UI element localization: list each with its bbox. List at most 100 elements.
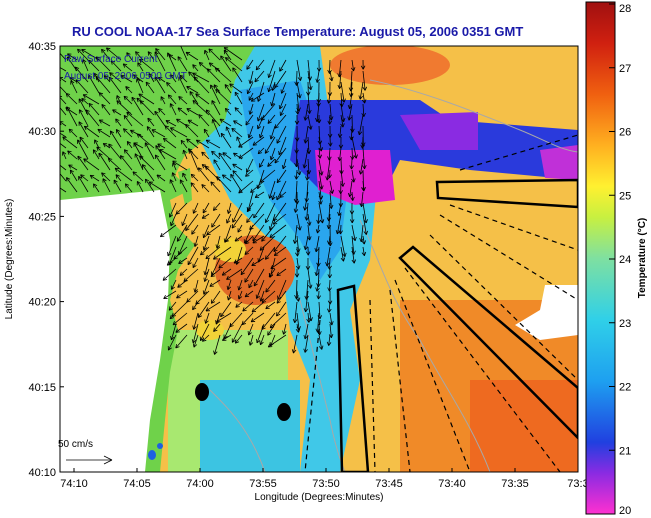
current-vector <box>221 268 232 276</box>
sst-cold-patch-far <box>540 145 578 180</box>
current-vector <box>246 213 254 223</box>
current-vector <box>202 334 210 342</box>
bathymetry-contour-b <box>359 219 491 472</box>
current-vector <box>132 171 144 182</box>
current-vector <box>166 257 177 266</box>
current-vector <box>349 202 355 215</box>
current-vector <box>158 77 166 83</box>
current-vector <box>77 48 89 61</box>
scale-arrow <box>66 455 113 465</box>
sst-cold-patch-east <box>400 112 478 150</box>
current-vector <box>218 257 232 269</box>
current-vector <box>225 126 232 138</box>
current-vector <box>315 279 320 292</box>
colorbar-label: Temperature (°C) <box>637 218 648 299</box>
current-vector <box>210 290 221 304</box>
current-vector <box>350 191 355 201</box>
current-vector <box>70 80 78 94</box>
current-vector <box>242 301 254 312</box>
current-vector <box>178 257 188 265</box>
current-vector <box>154 154 166 171</box>
current-vector <box>248 92 254 101</box>
sst-warm-patch <box>470 380 578 472</box>
current-vector <box>188 71 199 83</box>
colorbar-tick-label: 23 <box>619 318 631 330</box>
current-vector <box>292 224 298 244</box>
current-vector <box>261 290 276 303</box>
current-vector <box>136 78 144 94</box>
current-vector <box>122 63 133 72</box>
colorbar-tick-label: 22 <box>619 382 631 394</box>
current-vector <box>247 125 254 139</box>
current-vector <box>315 224 321 234</box>
current-vector <box>125 86 133 94</box>
current-vector <box>296 158 302 176</box>
current-vector <box>351 246 357 264</box>
lake-speck <box>157 443 163 449</box>
current-vector <box>211 100 221 116</box>
current-vector <box>252 235 265 244</box>
current-vector <box>203 49 210 61</box>
current-vector <box>360 59 366 70</box>
current-vector <box>65 93 78 105</box>
current-vector <box>234 334 243 344</box>
current-vector <box>147 117 155 127</box>
current-vector <box>123 95 133 105</box>
current-vector <box>234 91 243 105</box>
current-vector <box>214 67 232 83</box>
current-vector <box>307 268 313 289</box>
current-vector <box>270 257 287 270</box>
colorbar-tick-label: 21 <box>619 445 631 457</box>
current-vector <box>292 301 298 323</box>
current-vector <box>200 246 210 256</box>
current-vector <box>247 323 254 336</box>
current-vector <box>78 121 89 138</box>
transect-line <box>459 134 578 171</box>
current-vector <box>193 235 199 247</box>
current-vector <box>230 173 243 193</box>
current-vector <box>327 301 332 313</box>
current-vector <box>291 334 298 354</box>
current-vector <box>66 177 78 193</box>
current-vector <box>268 268 276 278</box>
current-vector <box>210 181 221 193</box>
current-vector <box>160 224 177 238</box>
current-vector <box>362 213 369 235</box>
current-vector <box>231 127 243 138</box>
current-vector <box>269 224 287 238</box>
current-vector <box>237 279 243 291</box>
current-vector <box>327 257 332 270</box>
current-vector <box>229 83 243 94</box>
current-vector <box>96 146 111 160</box>
box-offshore-north <box>435 178 578 209</box>
current-vector <box>167 235 177 257</box>
current-vector <box>241 312 254 326</box>
current-vector <box>216 312 232 323</box>
current-vector <box>187 246 199 266</box>
current-vector <box>115 174 122 182</box>
current-vector <box>176 224 188 242</box>
current-vector <box>179 268 188 276</box>
current-vector <box>316 59 322 72</box>
current-vector <box>98 119 111 127</box>
current-vector <box>93 183 100 193</box>
current-vector <box>78 175 89 193</box>
current-vector <box>170 74 177 83</box>
current-vector <box>327 268 333 279</box>
current-vector <box>213 323 221 332</box>
y-tick-label: 40:20 <box>28 297 56 309</box>
current-vector <box>208 48 221 61</box>
current-vector <box>139 58 155 72</box>
current-vector <box>136 181 144 193</box>
current-vector <box>155 145 166 160</box>
current-vector <box>145 178 155 193</box>
y-axis-label: Latitude (Degrees:Minutes) <box>4 199 15 320</box>
current-vector <box>124 183 133 193</box>
current-vector <box>202 235 210 251</box>
current-vector <box>294 169 299 180</box>
current-vector <box>213 246 232 260</box>
current-vector <box>236 136 243 149</box>
current-vector <box>329 180 335 194</box>
current-vector <box>295 257 301 270</box>
current-vector <box>349 213 355 224</box>
